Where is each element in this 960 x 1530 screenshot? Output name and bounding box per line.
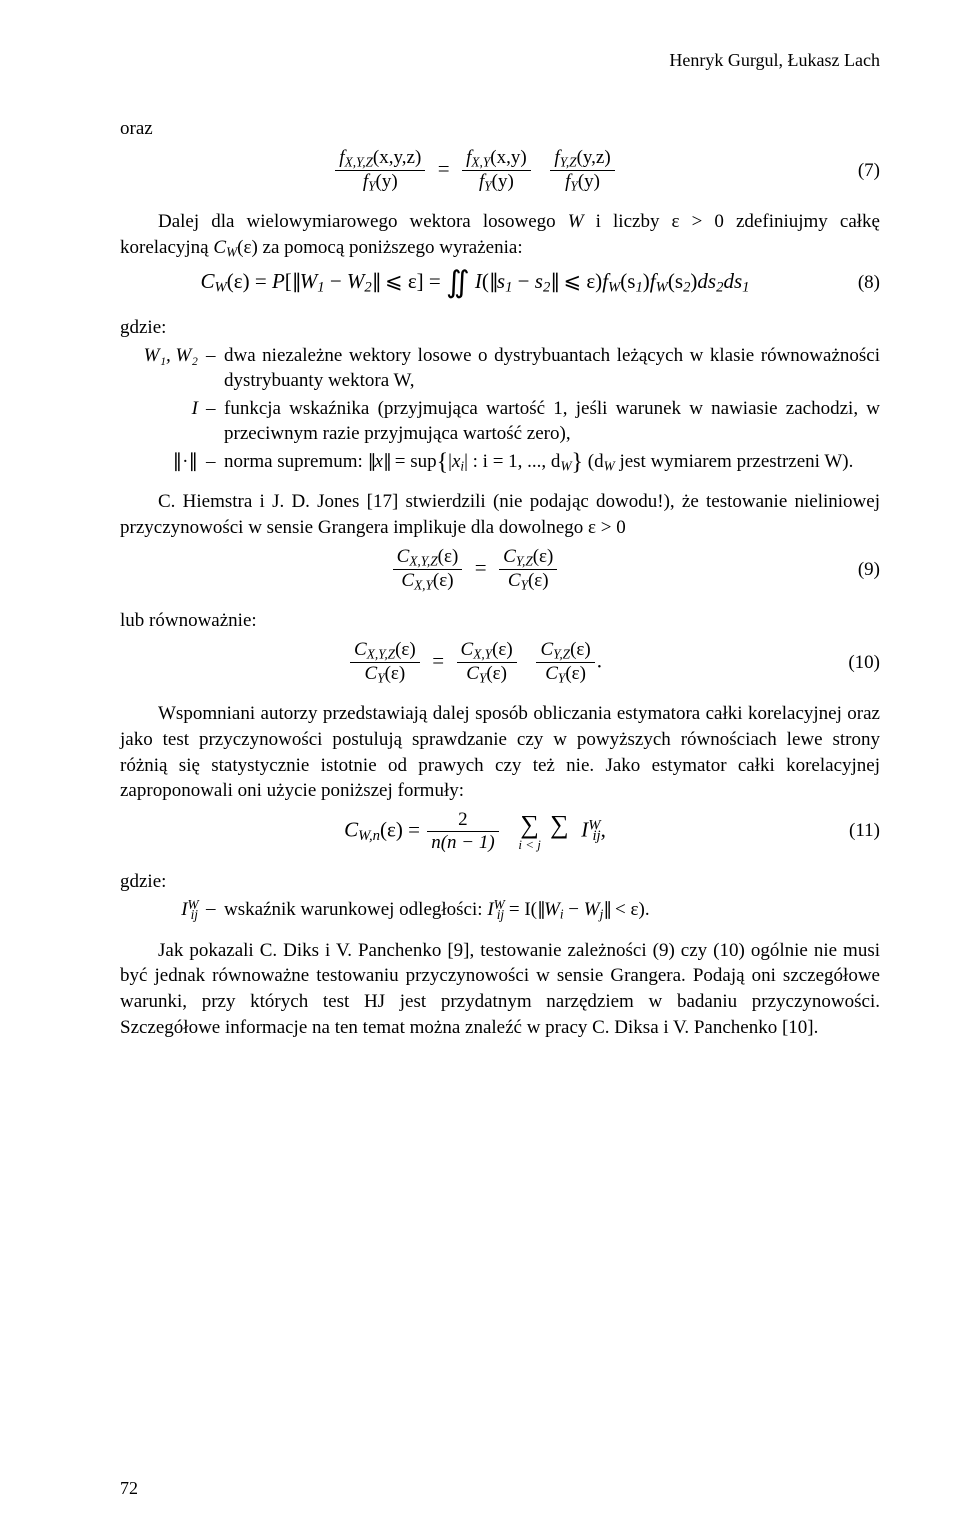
equation-7: fX,Y,Z(x,y,z) fY(y) = fX,Y(x,y) fY(y) fY… bbox=[120, 148, 880, 194]
def-symbol-iijw: IWij bbox=[120, 896, 206, 923]
paragraph-4: Jak pokazali C. Diks i V. Panchenko [9],… bbox=[120, 938, 880, 1041]
where-label-2: gdzie: bbox=[120, 869, 880, 895]
paragraph-3: Wspomniani autorzy przedstawiają dalej s… bbox=[120, 701, 880, 804]
equation-9: CX,Y,Z(ε) CX,Y(ε) = CY,Z(ε) CY(ε) (9) bbox=[120, 547, 880, 593]
equation-11: CW,n(ε) = 2 n(n − 1) ∑i < j ∑ IWij, (11) bbox=[120, 810, 880, 853]
where-label-1: gdzie: bbox=[120, 315, 880, 341]
def-symbol-i: I bbox=[120, 396, 206, 447]
def-text-i: funkcja wskaźnika (przyjmująca wartość 1… bbox=[224, 396, 880, 447]
page-number: 72 bbox=[120, 1476, 138, 1500]
def-text-w1w2: dwa niezależne wektory losowe o dystrybu… bbox=[224, 343, 880, 394]
def-text-iijw: wskaźnik warunkowej odległości: IWij = I… bbox=[224, 896, 880, 923]
def-text-norm: norma supremum: ∥x∥ = sup{|xi| : i = 1, … bbox=[224, 449, 880, 475]
def-symbol-norm: ∥·∥ bbox=[120, 449, 206, 475]
definition-list-1: W₁, W₂ – dwa niezależne wektory losowe o… bbox=[120, 343, 880, 476]
equation-8: CW(ε) = P[∥W1 − W2∥ ⩽ ε] = ∬ I(∥s1 − s2∥… bbox=[120, 267, 880, 299]
def-symbol-w1w2: W₁, W₂ bbox=[120, 343, 206, 394]
lead-word: oraz bbox=[120, 116, 880, 142]
author-header: Henryk Gurgul, Łukasz Lach bbox=[120, 48, 880, 72]
paragraph-2: C. Hiemstra i J. D. Jones [17] stwierdzi… bbox=[120, 489, 880, 540]
definition-list-2: IWij – wskaźnik warunkowej odległości: I… bbox=[120, 896, 880, 923]
equation-9-number: (9) bbox=[830, 557, 880, 583]
equation-8-number: (8) bbox=[830, 270, 880, 296]
paragraph-1: Dalej dla wielowymiarowego wektora losow… bbox=[120, 209, 880, 261]
equation-10: CX,Y,Z(ε) CY(ε) = CX,Y(ε) CY(ε) CY,Z(ε) … bbox=[120, 640, 880, 686]
or-equivalently: lub równoważnie: bbox=[120, 608, 880, 634]
equation-7-number: (7) bbox=[830, 158, 880, 184]
equation-11-number: (11) bbox=[830, 818, 880, 844]
equation-10-number: (10) bbox=[830, 650, 880, 676]
